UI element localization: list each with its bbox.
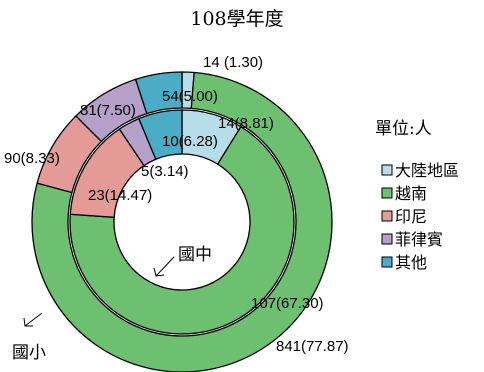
inner-ring-pointer [155, 256, 175, 277]
outer-slice-2 [31, 71, 333, 372]
outer-value-label-5: 54(5.00) [162, 88, 218, 105]
inner-slice-5 [138, 109, 183, 161]
inner-value-label-2: 107(67.30) [251, 295, 324, 312]
legend-label-2: 越南 [395, 184, 427, 203]
legend-swatch-3 [381, 210, 393, 222]
ring-label-outer: 國小 [12, 312, 46, 363]
value-labels: 14 (1.30) 841(77.87) 90(8.33) 81(7.50) 54(5.… [4, 54, 349, 355]
legend-swatch-2 [381, 187, 393, 199]
legend-swatch-4 [381, 233, 393, 245]
inner-value-label-5: 10(6.28) [162, 133, 218, 150]
legend-label-5: 其他 [395, 253, 427, 272]
outer-value-label-1: 14 (1.30) [203, 54, 263, 71]
legend-label-4: 菲律賓 [395, 230, 443, 249]
legend-swatch-1 [381, 164, 393, 176]
inner-value-label-4: 5(3.14) [141, 163, 189, 180]
outer-ring-pointer [24, 312, 43, 327]
outer-ring-guoxiao [31, 71, 333, 372]
inner-ring-guozhong [69, 109, 295, 335]
outer-slice-5 [134, 71, 183, 115]
inner-ring-arrowhead [153, 267, 165, 277]
outer-value-label-4: 81(7.50) [80, 102, 136, 119]
outer-ring-name: 國小 [12, 343, 46, 363]
inner-ring-name: 國中 [178, 245, 212, 265]
inner-slice-2 [69, 125, 295, 335]
unit-label: 單位:人 [375, 119, 432, 139]
ring-label-inner: 國中 [153, 245, 212, 277]
legend-swatch-5 [381, 256, 393, 268]
legend-label-3: 印尼 [395, 207, 427, 226]
outer-value-label-3: 90(8.33) [4, 150, 60, 167]
inner-value-label-1: 14(8.81) [218, 115, 274, 132]
outer-ring-arrowhead [23, 317, 33, 327]
inner-value-label-3: 23(14.47) [88, 187, 152, 204]
chart-title: 108學年度 [190, 8, 283, 30]
outer-value-label-2: 841(77.87) [276, 338, 349, 355]
legend-label-1: 大陸地區 [395, 161, 459, 180]
